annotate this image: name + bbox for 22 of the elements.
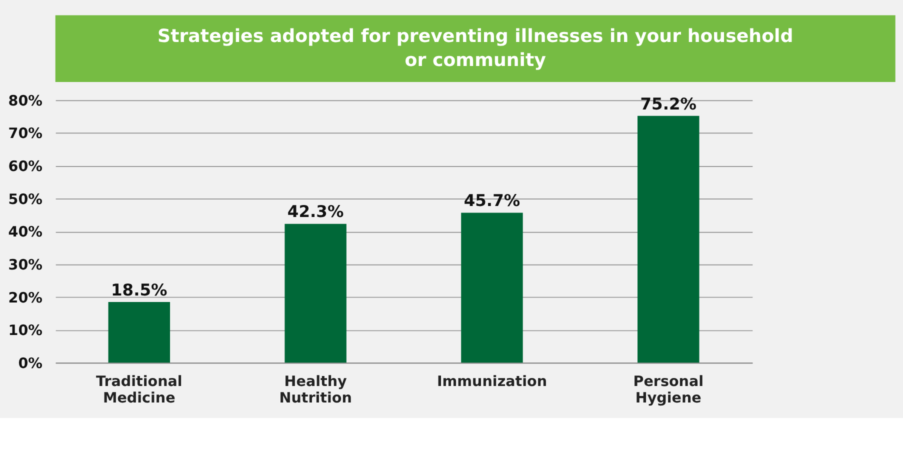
- y-tick-label: 50%: [8, 192, 42, 208]
- y-tick-label: 60%: [8, 159, 42, 176]
- x-tick-label: Immunization: [436, 374, 548, 390]
- chart-title: Strategies adopted for preventing illnesses in your household or community: [158, 26, 794, 71]
- data-label: 42.3%: [287, 202, 344, 222]
- data-label: 18.5%: [111, 280, 168, 300]
- bar: [638, 116, 700, 363]
- y-tick-label: 30%: [8, 257, 42, 274]
- x-tick-label: Traditional Medicine: [96, 374, 182, 406]
- x-tick-label: Healthy Nutrition: [279, 374, 352, 406]
- y-tick-label: 20%: [8, 290, 42, 306]
- data-label: 45.7%: [464, 191, 520, 210]
- y-tick-label: 10%: [8, 323, 42, 340]
- x-tick-label: Personal Hygiene: [633, 374, 704, 406]
- y-tick-label: 70%: [8, 126, 42, 142]
- y-tick-label: 40%: [8, 224, 42, 241]
- bar: [461, 212, 523, 363]
- data-label: 75.2%: [640, 94, 697, 114]
- y-tick-label: 0%: [18, 356, 42, 372]
- y-tick-label: 80%: [8, 93, 42, 110]
- bar: [108, 302, 170, 363]
- bar: [284, 224, 346, 363]
